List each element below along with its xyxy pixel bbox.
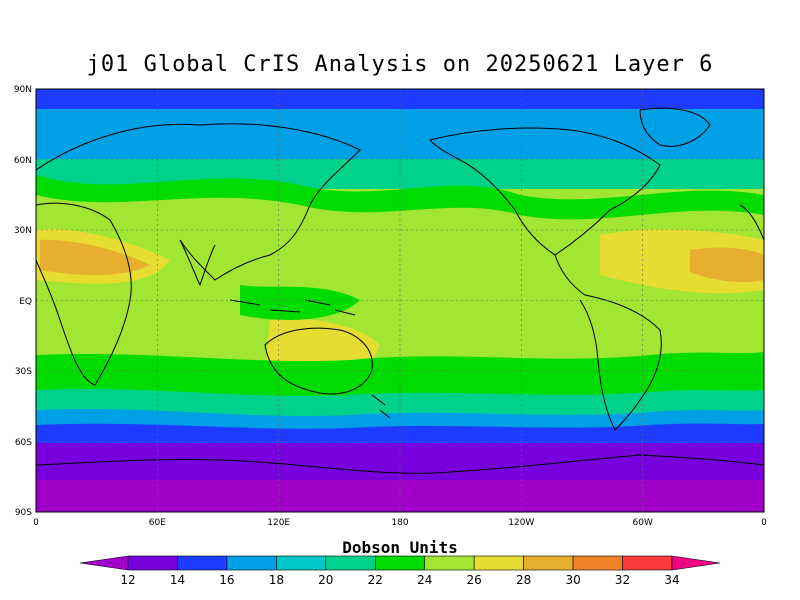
lon-label: 120W <box>508 518 534 528</box>
lon-label: 60E <box>149 518 166 528</box>
colorbar-tick-label: 28 <box>516 573 531 587</box>
colorbar-swatch <box>473 555 524 571</box>
colorbar-max-arrow <box>671 555 721 571</box>
colorbar-tick-label: 34 <box>664 573 679 587</box>
india-coast <box>179 239 216 287</box>
colorbar-swatch <box>226 555 277 571</box>
colorbar-swatch <box>424 555 475 571</box>
lon-label: 0 <box>761 518 767 528</box>
colorbar-swatch <box>127 555 178 571</box>
colorbar-tick-label: 30 <box>565 573 580 587</box>
south-america-coast <box>554 254 662 431</box>
colorbar: 12 14 16 18 20 22 24 26 28 30 32 34 <box>79 555 721 587</box>
lat-label: 30S <box>15 367 32 377</box>
new-zealand-coast <box>371 394 391 419</box>
colorbar-swatch <box>177 555 228 571</box>
eurasia-coast <box>36 123 361 281</box>
colorbar-tick-label: 26 <box>467 573 482 587</box>
lat-label: 60S <box>15 438 32 448</box>
colorbar-swatch <box>374 555 426 571</box>
lon-label: 0 <box>33 518 39 528</box>
lat-labels: 90N 60N 30N EQ 30S 60S 90S <box>14 85 32 518</box>
lat-label: 90S <box>15 508 32 518</box>
africa-coast <box>36 202 132 386</box>
colorbar-swatch <box>325 555 376 571</box>
colorbar-tick-label: 16 <box>219 573 234 587</box>
coastlines <box>36 107 764 474</box>
warm-atlantic-core <box>690 247 764 283</box>
lat-label: EQ <box>19 297 32 307</box>
colorbar-min-arrow <box>79 555 129 571</box>
map-frame <box>35 88 765 513</box>
colorbar-swatch <box>523 555 574 571</box>
lat-label: 30N <box>14 226 32 236</box>
lon-label: 180 <box>391 518 408 528</box>
australia-coast <box>264 327 373 395</box>
colorbar-tick-label: 24 <box>417 573 432 587</box>
colorbar-swatch <box>622 555 673 571</box>
lat-label: 60N <box>14 156 32 166</box>
north-america-coast <box>429 127 661 256</box>
greenland-coast <box>639 107 711 147</box>
colorbar-swatch <box>276 555 327 571</box>
colorbar-tick-label: 32 <box>615 573 630 587</box>
chart-title: j01 Global CrIS Analysis on 20250621 Lay… <box>86 52 714 77</box>
colorbar-title: Dobson Units <box>342 538 458 557</box>
gridlines <box>36 89 764 512</box>
band-north-green <box>36 175 764 220</box>
warm-arabia <box>40 239 150 275</box>
colorbar-tick-label: 20 <box>318 573 333 587</box>
indonesia-coast <box>229 299 356 316</box>
colorbar-swatch <box>572 555 623 571</box>
antarctica-coast <box>36 454 764 474</box>
lon-label: 60W <box>633 518 653 528</box>
colorbar-tick-label: 12 <box>120 573 135 587</box>
colorbar-tick-label: 18 <box>269 573 284 587</box>
colorbar-tick-label: 14 <box>170 573 185 587</box>
green-maritime <box>240 285 360 320</box>
lon-labels: 0 60E 120E 180 120W 60W 0 <box>33 518 767 528</box>
colorbar-tick-label: 22 <box>368 573 383 587</box>
lat-label: 90N <box>14 85 32 95</box>
lon-label: 120E <box>267 518 290 528</box>
africa-coast-wrap <box>739 204 764 241</box>
